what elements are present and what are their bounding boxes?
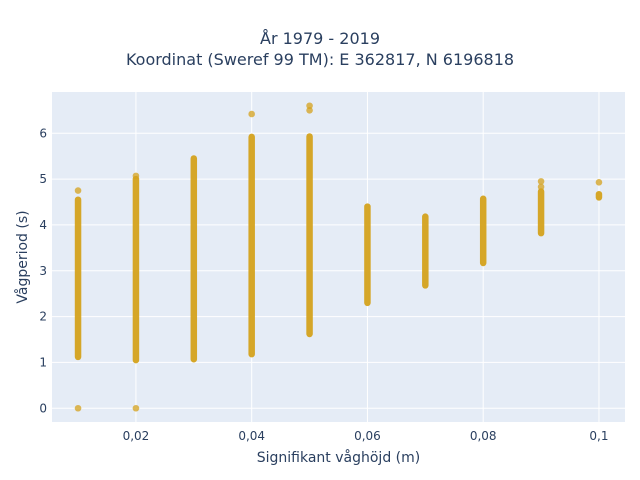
- data-point: [537, 183, 545, 191]
- x-tick-label: 0,02: [123, 429, 150, 443]
- grid: [52, 92, 625, 422]
- x-tick-label: 0,08: [470, 429, 497, 443]
- data-point: [74, 404, 82, 412]
- y-axis-label: Vågperiod (s): [14, 210, 31, 303]
- y-tick-label: 1: [39, 355, 47, 369]
- data-points: [74, 102, 603, 412]
- x-tick-label: 0,04: [238, 429, 265, 443]
- data-point: [595, 178, 603, 186]
- y-axis-ticks: 0 1 2 3 4 5 6: [39, 126, 47, 415]
- data-point: [306, 102, 313, 110]
- y-tick-label: 4: [39, 218, 47, 232]
- data-point: [248, 110, 255, 118]
- chart-subtitle: Koordinat (Sweref 99 TM): E 362817, N 61…: [125, 50, 515, 69]
- plot-area: [52, 92, 625, 422]
- x-axis-label: Signifikant våghöjd (m): [257, 449, 420, 466]
- y-tick-label: 3: [39, 264, 47, 278]
- y-tick-label: 5: [39, 172, 47, 186]
- y-tick-label: 2: [39, 310, 47, 324]
- x-tick-label: 0,06: [354, 429, 381, 443]
- data-point: [132, 404, 140, 412]
- data-point: [132, 172, 140, 180]
- data-point: [74, 187, 82, 194]
- y-tick-label: 0: [39, 401, 47, 415]
- x-tick-label: 0,1: [589, 429, 608, 443]
- data-point: [537, 178, 545, 185]
- data-point: [306, 107, 313, 114]
- chart-title: År 1979 - 2019: [260, 29, 380, 48]
- y-tick-label: 6: [39, 126, 47, 140]
- x-axis-ticks: 0,02 0,04 0,06 0,08 0,1: [123, 429, 609, 443]
